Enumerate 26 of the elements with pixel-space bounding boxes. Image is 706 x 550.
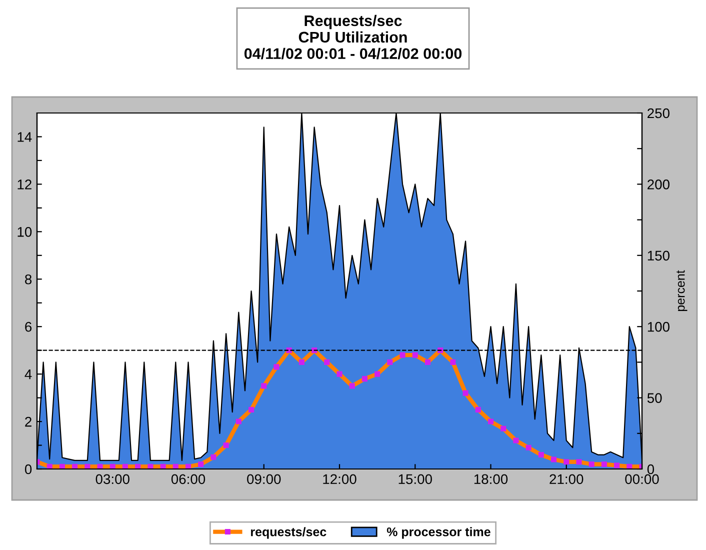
x-tick-label: 21:00	[550, 474, 584, 484]
y2-tick-label: 250	[648, 108, 670, 118]
x-tick-label: 00:00	[625, 474, 659, 484]
y-tick-label: 4	[24, 370, 32, 380]
y2-tick-label: 0	[647, 464, 654, 474]
legend-label: % processor time	[386, 527, 490, 539]
x-tick-label: 09:00	[247, 474, 281, 484]
y-tick-label: 2	[25, 416, 32, 427]
chart-title: Requests/sec CPU Utilization 04/11/02 00:01 - 04/12/02 00:00	[244, 14, 462, 60]
y-tick-label: 6	[25, 322, 32, 332]
y2-tick-label: 200	[648, 180, 670, 190]
y2-axis-title: percent	[676, 270, 688, 312]
y-tick-label: 12	[18, 180, 32, 190]
y2-tick-label: 150	[648, 250, 670, 261]
x-tick-label: 18:00	[474, 474, 508, 484]
y-tick-label: 0	[24, 464, 32, 474]
y2-tick-label: 100	[648, 322, 670, 332]
y2-tick-label: 50	[647, 393, 662, 403]
x-tick-label: 15:00	[398, 474, 432, 484]
y-tick-label: 8	[25, 274, 32, 284]
y-tick-label: 14	[18, 132, 32, 142]
legend-label: requests/sec	[251, 527, 326, 539]
y-tick-label: 10	[18, 227, 32, 237]
x-tick-label: 06:00	[171, 474, 206, 484]
x-tick-label: 03:00	[96, 474, 130, 484]
x-tick-label: 12:00	[323, 474, 356, 484]
